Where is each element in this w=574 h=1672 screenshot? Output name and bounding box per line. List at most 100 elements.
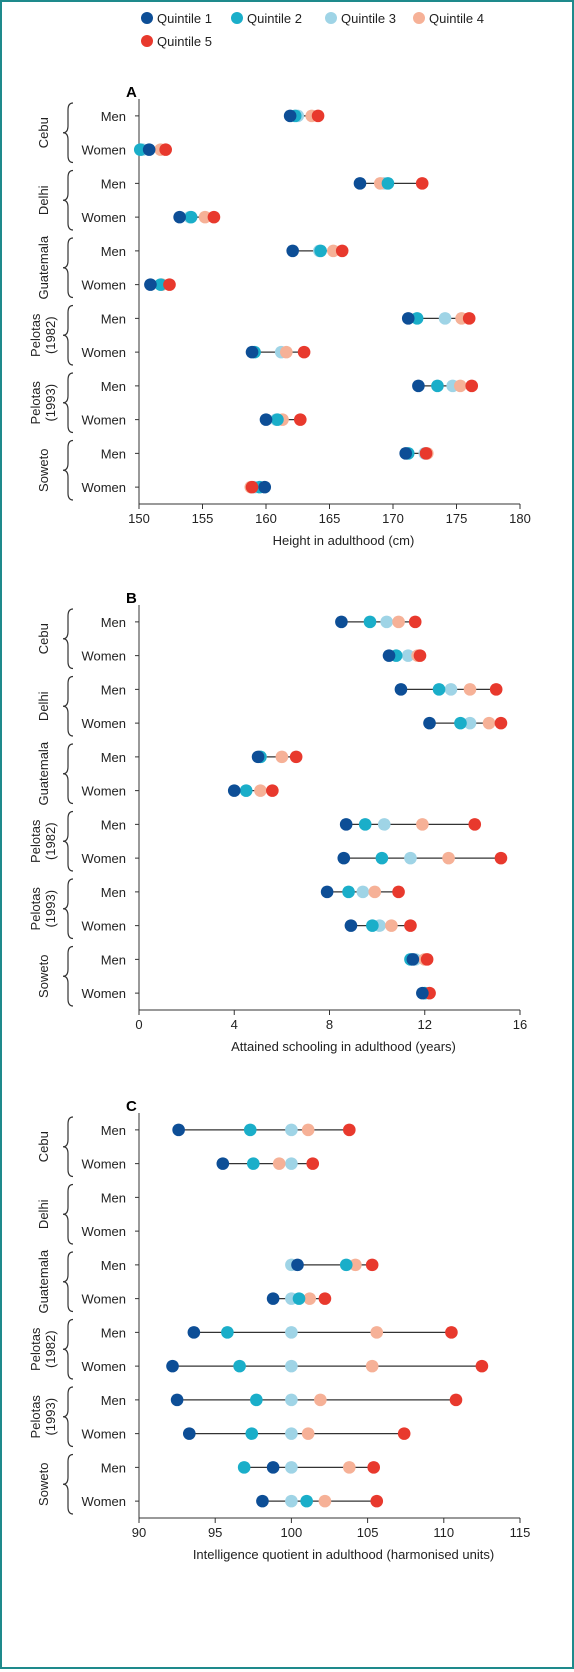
row-label-men: Men [101,446,126,461]
panel-letter: A [126,84,137,101]
x-tick-label: 180 [509,511,531,526]
point-quintile-5 [335,244,349,258]
point-quintile-5 [159,143,172,156]
row-label-women: Women [81,1292,126,1307]
x-axis-title: Height in adulthood (cm) [273,533,415,548]
point-quintile-1 [353,177,367,190]
row-label-men: Men [101,615,126,630]
point-quintile-1 [187,1326,201,1339]
row-label-men: Men [101,1393,126,1408]
point-quintile-2 [454,716,467,730]
point-quintile-2 [239,784,253,797]
point-quintile-2 [271,413,284,426]
row-label-women: Women [81,278,126,293]
point-quintile-2 [243,1123,257,1137]
site-brace [62,439,74,501]
point-quintile-5 [311,109,325,123]
data-row-10 [344,919,417,932]
site-label-soweto: Soweto [36,1463,51,1506]
point-quintile-3 [404,851,417,865]
site-brace [62,945,74,1007]
site-label-soweto: Soweto [36,955,51,998]
point-quintile-1 [144,278,157,291]
x-tick-label: 95 [208,1525,222,1540]
data-row-7 [339,818,482,831]
point-quintile-4 [254,784,267,797]
point-quintile-5 [475,1359,489,1373]
x-tick-label: 150 [128,511,150,526]
site-label-cebu: Cebu [36,1131,51,1162]
point-quintile-1 [170,1393,184,1407]
row-label-women: Women [81,784,126,799]
site-label-pelotas-1993: Pelotas [28,381,43,425]
point-quintile-4 [454,379,467,393]
point-quintile-3 [444,683,458,696]
point-quintile-3 [401,649,415,662]
point-quintile-4 [442,851,455,865]
data-row-10 [182,1427,411,1440]
x-tick-label: 0 [135,1017,142,1032]
site-label-cebu: Cebu [36,117,51,148]
site-label-pelotas-1982-year: (1982) [43,1330,58,1368]
data-row-12 [244,480,272,494]
point-quintile-1 [283,109,297,123]
row-label-men: Men [101,885,126,900]
x-axis-title: Intelligence quotient in adulthood (harm… [193,1547,494,1562]
site-brace [62,878,74,940]
point-quintile-2 [250,1393,263,1407]
data-row-11 [399,447,434,460]
point-quintile-3 [377,818,391,831]
site-label-pelotas-1982: Pelotas [28,1327,43,1371]
point-quintile-4 [349,1258,362,1272]
row-label-men: Men [101,109,126,124]
data-row-1 [172,1123,356,1137]
point-quintile-4 [416,818,429,831]
point-quintile-5 [297,345,311,359]
legend-marker-2 [231,12,243,24]
point-quintile-3 [285,1123,298,1137]
site-label-pelotas-1993: Pelotas [28,887,43,931]
point-quintile-2 [431,379,444,393]
x-tick-label: 165 [319,511,341,526]
site-brace [62,675,74,737]
site-label-pelotas-1982-year: (1982) [43,822,58,860]
row-label-men: Men [101,1123,126,1138]
point-quintile-2 [339,1258,353,1272]
row-label-men: Men [101,311,126,326]
point-quintile-1 [394,683,408,696]
point-quintile-4 [303,1292,316,1305]
row-label-women: Women [81,919,126,934]
x-tick-label: 110 [433,1525,454,1540]
point-quintile-3 [285,1326,298,1339]
data-row-6 [144,278,176,291]
point-quintile-4 [368,885,382,899]
row-label-men: Men [101,176,126,191]
x-tick-label: 105 [357,1525,379,1540]
point-quintile-1 [266,1461,280,1474]
site-label-pelotas-1982: Pelotas [28,819,43,863]
x-tick-label: 115 [510,1525,531,1540]
row-label-women: Women [81,1494,126,1509]
point-quintile-5 [419,447,433,460]
data-row-9 [412,379,479,393]
point-quintile-1 [256,1494,269,1508]
point-quintile-2 [247,1157,260,1170]
row-label-men: Men [101,750,126,765]
site-brace [62,372,74,434]
row-label-men: Men [101,682,126,697]
point-quintile-1 [339,818,353,831]
point-quintile-4 [314,1393,327,1407]
site-label-guatemala: Guatemala [36,235,51,299]
x-axis-title: Attained schooling in adulthood (years) [231,1039,456,1054]
point-quintile-3 [438,312,452,325]
point-quintile-1 [291,1258,304,1272]
point-quintile-3 [380,615,393,629]
row-label-men: Men [101,244,126,259]
point-quintile-4 [327,244,340,258]
panel-a: A 150 155 160 165 170 175 180 Height in adulthoo… [28,84,531,548]
site-label-delhi: Delhi [36,1199,51,1229]
point-quintile-2 [375,851,389,865]
point-quintile-5 [245,480,259,494]
row-label-women: Women [81,986,126,1001]
